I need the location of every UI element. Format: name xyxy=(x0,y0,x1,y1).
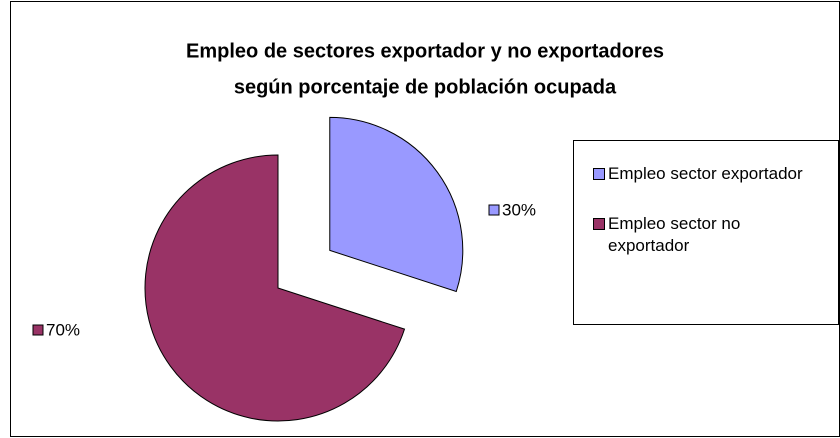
legend-label: Empleo sector exportador xyxy=(608,164,803,183)
pie-slice xyxy=(329,116,464,293)
label-swatch xyxy=(32,324,44,336)
data-label: 70% xyxy=(46,320,80,339)
legend-label: Empleo sector no exportador xyxy=(608,214,741,255)
legend-entry: Empleo sector exportador xyxy=(593,163,808,185)
pie-slice xyxy=(144,154,406,422)
legend: Empleo sector exportador Empleo sector no… xyxy=(573,140,839,325)
data-label: 30% xyxy=(502,200,536,219)
chart-title: Empleo de sectores exportador y no expor… xyxy=(186,40,664,62)
legend-swatch xyxy=(593,218,605,230)
label-swatch xyxy=(488,204,500,216)
chart-title: según porcentaje de población ocupada xyxy=(234,76,617,98)
legend-entry: Empleo sector no exportador xyxy=(593,213,808,257)
legend-swatch xyxy=(593,168,605,180)
